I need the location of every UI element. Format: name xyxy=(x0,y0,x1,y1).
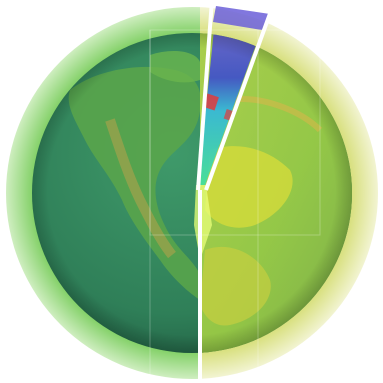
data-slice-ring-extension xyxy=(213,6,270,30)
split-line-diagonal-right xyxy=(204,7,274,191)
split-line-diagonal xyxy=(196,0,214,191)
grid-overlay xyxy=(149,29,321,380)
